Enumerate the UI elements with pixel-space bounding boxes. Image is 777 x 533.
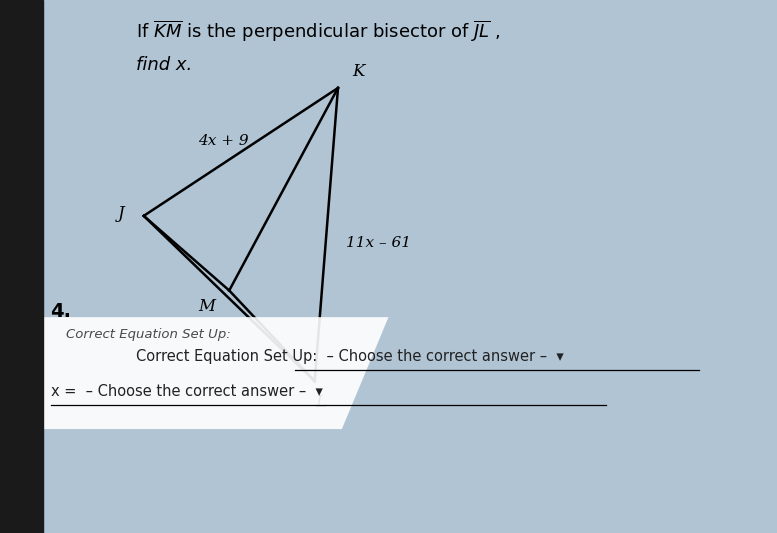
Text: 11x – 61: 11x – 61 — [346, 236, 411, 249]
Text: J: J — [117, 205, 124, 222]
Text: 4.: 4. — [51, 302, 71, 321]
Text: M: M — [198, 298, 215, 316]
Text: L: L — [315, 394, 326, 411]
Text: 4x + 9: 4x + 9 — [198, 134, 249, 148]
Bar — [0, 0, 43, 533]
Text: find x.: find x. — [136, 56, 192, 74]
Polygon shape — [12, 317, 388, 429]
Text: Correct Equation Set Up:  – Choose the correct answer –  ▾: Correct Equation Set Up: – Choose the co… — [136, 349, 564, 364]
Text: x =  – Choose the correct answer –  ▾: x = – Choose the correct answer – ▾ — [51, 384, 322, 399]
Text: Correct Equation Set Up:: Correct Equation Set Up: — [66, 328, 231, 341]
Text: If $\overline{KM}$ is the perpendicular bisector of $\overline{JL}$ ,: If $\overline{KM}$ is the perpendicular … — [136, 19, 500, 44]
Text: K: K — [352, 63, 364, 80]
